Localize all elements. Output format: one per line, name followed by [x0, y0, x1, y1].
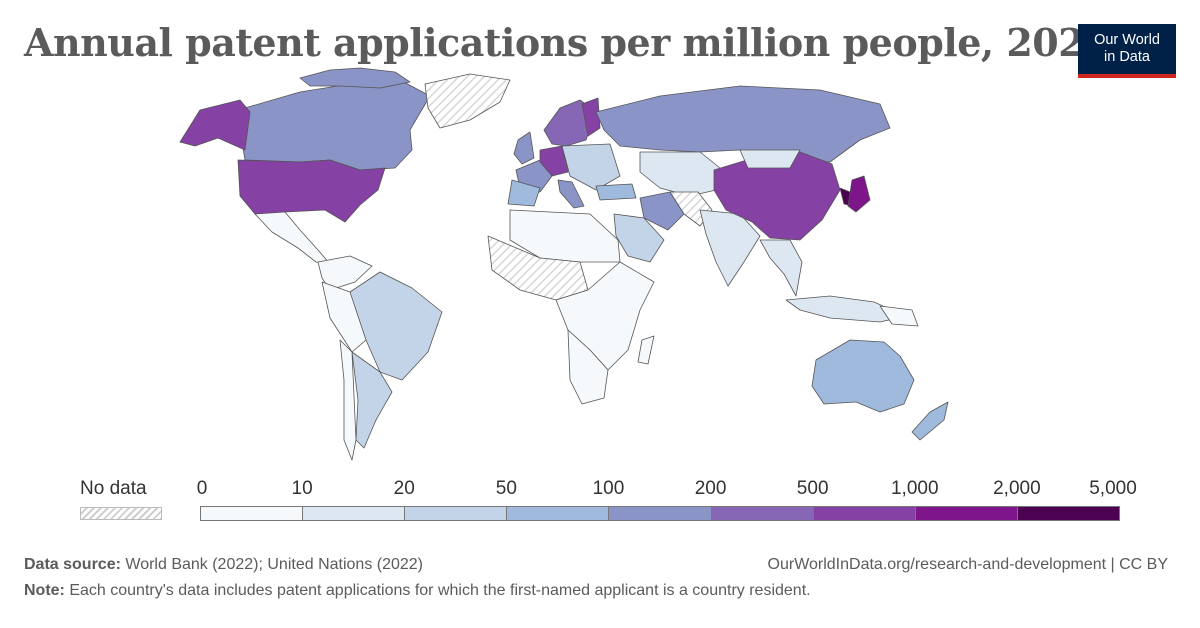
region-greenland[interactable]: [424, 73, 511, 129]
region-saudi-arabia[interactable]: [613, 213, 665, 263]
legend-tick-label: 50: [495, 478, 517, 499]
chart-title: Annual patent applications per million p…: [24, 20, 1111, 65]
legend-tick-label: 100: [592, 478, 625, 499]
region-mongolia[interactable]: [739, 149, 801, 169]
legend-bin[interactable]: [302, 506, 406, 521]
legend-no-data-swatch: [80, 507, 162, 520]
legend-no-data-label: No data: [80, 478, 147, 499]
region-madagascar[interactable]: [637, 335, 655, 365]
region-new-zealand[interactable]: [911, 401, 949, 441]
legend-tick-label: 200: [694, 478, 727, 499]
region-north-africa[interactable]: [509, 209, 621, 263]
source-label: Data source:: [24, 556, 121, 573]
region-eastern-europe[interactable]: [561, 143, 621, 191]
legend-bin[interactable]: [404, 506, 508, 521]
footer-source: Data source: World Bank (2022); United N…: [24, 556, 423, 574]
region-finland[interactable]: [581, 97, 601, 137]
footer-url[interactable]: OurWorldInData.org/research-and-developm…: [767, 556, 1168, 573]
region-north-america-canada[interactable]: [239, 79, 431, 171]
legend-tick-label: 2,000: [993, 478, 1041, 499]
world-map: [179, 67, 949, 461]
region-mexico-central-america[interactable]: [254, 211, 331, 265]
region-peru-bolivia[interactable]: [321, 281, 367, 353]
legend-bin[interactable]: [914, 506, 1018, 521]
legend-bin[interactable]: [200, 506, 304, 521]
region-alaska[interactable]: [179, 99, 251, 151]
legend-tick-label: 5,000: [1089, 478, 1137, 499]
legend-bin[interactable]: [812, 506, 916, 521]
region-germany[interactable]: [539, 145, 569, 177]
logo-accent-bar: [1078, 74, 1176, 78]
owid-logo[interactable]: Our World in Data: [1078, 24, 1176, 78]
legend-bin[interactable]: [506, 506, 610, 521]
region-kazakhstan-central-asia[interactable]: [639, 151, 721, 197]
note-label: Note:: [24, 582, 65, 599]
region-uk-ireland[interactable]: [513, 131, 535, 165]
legend-tick-label: 20: [393, 478, 415, 499]
logo-line-2: in Data: [1104, 49, 1150, 65]
legend-tick-label: 500: [796, 478, 829, 499]
region-japan[interactable]: [847, 175, 871, 213]
region-southern-africa[interactable]: [567, 329, 609, 405]
region-canada-arctic-islands[interactable]: [299, 67, 411, 89]
note-text: Each country's data includes patent appl…: [69, 582, 811, 599]
legend-tick-label: 10: [291, 478, 313, 499]
region-italy[interactable]: [557, 179, 585, 209]
region-south-america-north[interactable]: [317, 255, 373, 291]
region-southeast-asia[interactable]: [759, 239, 803, 297]
legend-bin[interactable]: [1016, 506, 1120, 521]
region-spain-portugal[interactable]: [507, 179, 541, 207]
source-text: World Bank (2022); United Nations (2022): [125, 556, 424, 573]
footer-note: Note: Each country's data includes paten…: [24, 582, 811, 600]
legend-bin[interactable]: [710, 506, 814, 521]
region-argentina[interactable]: [351, 351, 393, 449]
region-australia[interactable]: [811, 339, 915, 413]
legend-tick-label: 1,000: [890, 478, 939, 499]
legend-bin[interactable]: [608, 506, 712, 521]
logo-line-1: Our World: [1094, 32, 1160, 48]
region-russia[interactable]: [595, 85, 891, 163]
region-turkey[interactable]: [595, 183, 637, 201]
region-chile[interactable]: [339, 339, 357, 461]
region-papua-new-guinea[interactable]: [879, 305, 919, 327]
region-iran[interactable]: [639, 191, 685, 231]
legend-tick-label: 0: [196, 478, 208, 499]
